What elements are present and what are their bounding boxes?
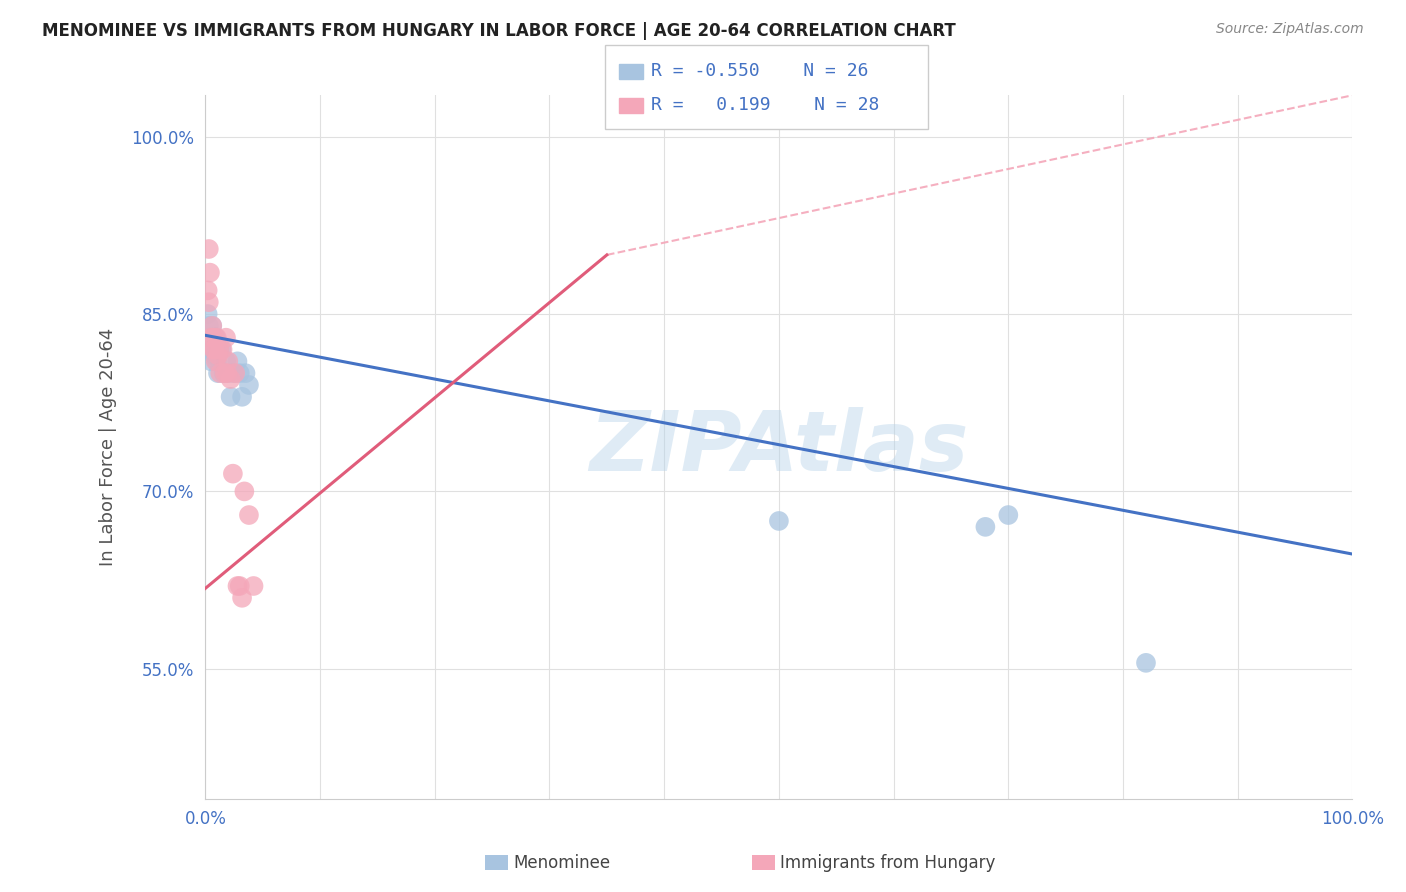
Point: [214, 366, 236, 380]
Point: [226, 354, 249, 368]
Point: [202, 331, 225, 345]
Point: [198, 242, 221, 256]
Point: [197, 307, 219, 321]
Point: [224, 366, 246, 380]
Point: [222, 366, 245, 380]
Text: Immigrants from Hungary: Immigrants from Hungary: [780, 854, 995, 871]
Point: [238, 508, 260, 522]
Point: [202, 343, 225, 357]
Point: [204, 348, 226, 362]
Point: [198, 295, 221, 310]
Point: [201, 318, 224, 333]
Point: [217, 366, 239, 380]
Point: [198, 343, 221, 357]
Text: R =   0.199    N = 28: R = 0.199 N = 28: [651, 96, 879, 114]
Point: [974, 520, 997, 534]
Text: MENOMINEE VS IMMIGRANTS FROM HUNGARY IN LABOR FORCE | AGE 20-64 CORRELATION CHAR: MENOMINEE VS IMMIGRANTS FROM HUNGARY IN …: [42, 22, 956, 40]
Point: [215, 354, 238, 368]
Point: [200, 354, 222, 368]
Point: [215, 331, 238, 345]
Point: [229, 579, 252, 593]
Point: [209, 343, 232, 357]
Point: [219, 390, 242, 404]
Point: [212, 366, 235, 380]
Point: [200, 331, 222, 345]
Point: [997, 508, 1019, 522]
Point: [217, 366, 239, 380]
Point: [1135, 656, 1157, 670]
Point: [201, 318, 224, 333]
Point: [204, 343, 226, 357]
Point: [208, 343, 231, 357]
Point: [242, 579, 264, 593]
Point: [198, 266, 221, 280]
Point: [768, 514, 790, 528]
Point: [205, 354, 228, 368]
Point: [235, 366, 257, 380]
Point: [219, 372, 242, 386]
Text: R = -0.550    N = 26: R = -0.550 N = 26: [651, 62, 869, 80]
Point: [204, 331, 226, 345]
Point: [211, 343, 233, 357]
Point: [231, 390, 253, 404]
Text: Source: ZipAtlas.com: Source: ZipAtlas.com: [1216, 22, 1364, 37]
Point: [226, 579, 249, 593]
Y-axis label: In Labor Force | Age 20-64: In Labor Force | Age 20-64: [100, 328, 117, 566]
Point: [208, 343, 231, 357]
Point: [207, 366, 229, 380]
Point: [204, 354, 226, 368]
Point: [238, 378, 260, 392]
Point: [198, 318, 221, 333]
Point: [229, 366, 252, 380]
Point: [197, 284, 219, 298]
Text: ZIPAtlas: ZIPAtlas: [589, 407, 969, 488]
Point: [209, 366, 232, 380]
Text: Menominee: Menominee: [513, 854, 610, 871]
Point: [222, 467, 245, 481]
Point: [207, 348, 229, 362]
Point: [202, 343, 225, 357]
Point: [233, 484, 256, 499]
Point: [205, 331, 228, 345]
Point: [231, 591, 253, 605]
Point: [217, 354, 239, 368]
